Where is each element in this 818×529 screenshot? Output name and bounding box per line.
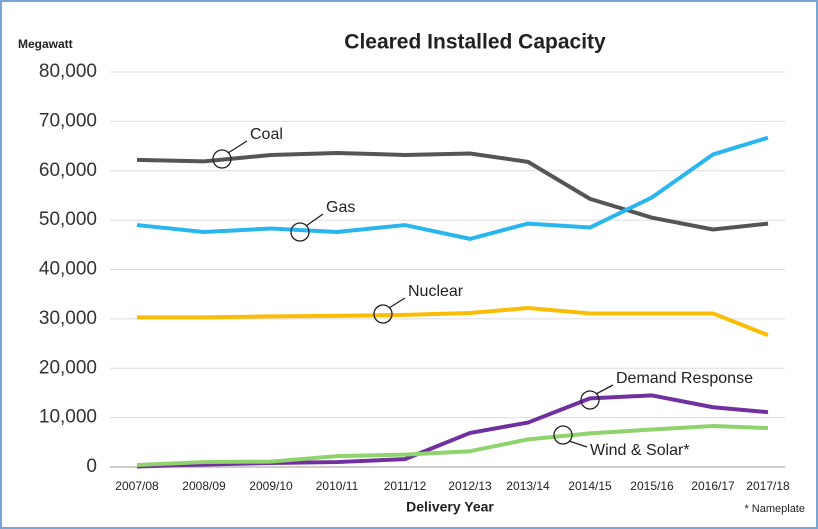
series-label: Coal — [250, 126, 283, 143]
annotation-circle — [212, 149, 232, 169]
chart-title: Cleared Installed Capacity — [344, 31, 606, 54]
series-line — [137, 306, 769, 338]
x-axis-label: Delivery Year — [406, 499, 494, 515]
y-tick-label: 40,000 — [39, 259, 97, 280]
x-tick-label: 2007/08 — [115, 479, 159, 493]
x-tick-label: 2008/09 — [182, 479, 226, 493]
series-label: Demand Response — [616, 370, 753, 387]
y-tick-label: 30,000 — [39, 308, 97, 329]
y-axis-label: Megawatt — [18, 37, 73, 51]
annotation-circle — [580, 390, 600, 410]
annotation-leader — [595, 384, 614, 395]
x-tick-label: 2016/17 — [691, 479, 735, 493]
x-tick-label: 2012/13 — [448, 479, 492, 493]
y-tick-label: 80,000 — [39, 61, 97, 82]
annotation-circle — [553, 425, 573, 445]
x-tick-label: 2009/10 — [249, 479, 293, 493]
series-label: Wind & Solar* — [590, 442, 690, 459]
x-tick-label: 2015/16 — [630, 479, 674, 493]
x-tick-label: 2017/18 — [746, 479, 790, 493]
y-tick-label: 20,000 — [39, 357, 97, 378]
y-tick-label: 60,000 — [39, 160, 97, 181]
y-tick-label: 50,000 — [39, 209, 97, 230]
x-tick-label: 2010/11 — [316, 479, 359, 493]
series-label: Gas — [326, 199, 355, 216]
annotation-leader — [305, 213, 324, 227]
x-tick-label: 2014/15 — [568, 479, 612, 493]
series-line — [136, 150, 769, 232]
series-line — [136, 424, 769, 468]
y-tick-label: 10,000 — [39, 407, 97, 428]
annotation-circle — [290, 222, 310, 242]
series-line — [136, 135, 769, 241]
annotation-circle — [373, 304, 393, 324]
annotation-leader — [568, 440, 588, 448]
x-tick-label: 2013/14 — [506, 479, 550, 493]
annotation-leader — [227, 140, 248, 154]
x-tick-label: 2011/12 — [384, 479, 427, 493]
y-tick-label: 0 — [86, 456, 97, 477]
y-tick-label: 70,000 — [39, 110, 97, 131]
series-label: Nuclear — [408, 283, 464, 300]
footnote: * Nameplate — [744, 503, 805, 515]
annotation-leader — [388, 297, 406, 309]
